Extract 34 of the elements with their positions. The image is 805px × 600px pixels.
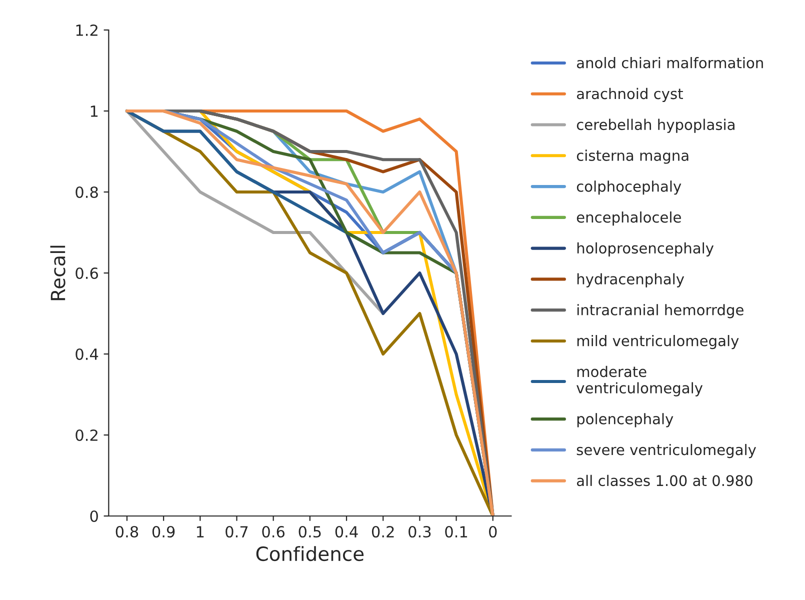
x-tick-label: 0.6: [262, 526, 285, 538]
legend-label: moderate ventriculomegaly: [576, 366, 703, 396]
x-tick-label: 0.3: [408, 526, 431, 538]
legend-label: arachnoid cyst: [576, 88, 683, 102]
y-tick-label: 0.2: [76, 429, 98, 442]
x-axis-title: Confidence: [256, 546, 364, 562]
legend-label: mild ventriculomegaly: [577, 334, 739, 350]
y-tick-label: 0.4: [76, 348, 98, 360]
x-tick-label: 0: [489, 526, 497, 538]
x-tick-label: 0.2: [372, 526, 394, 538]
x-tick-label: 1: [196, 526, 204, 538]
x-tick-label: 0.9: [152, 526, 175, 538]
y-tick-label: 1.2: [76, 24, 98, 36]
y-tick-label: 0.8: [76, 186, 98, 198]
legend-label: intracranial hemorrdge: [577, 304, 744, 318]
x-tick-label: 0.1: [445, 526, 468, 538]
legend-label: cerebellah hypoplasia: [576, 118, 734, 133]
legend-label: encephalocele: [576, 211, 681, 226]
legend-label: cisterna magna: [576, 150, 688, 164]
y-tick-label: 0: [90, 510, 98, 522]
legend-label: hydracenphaly: [577, 273, 684, 288]
y-axis-title: Recall: [50, 246, 66, 300]
x-tick-label: 0.4: [335, 526, 358, 538]
legend-label: severe ventriculomegaly: [576, 444, 756, 458]
x-tick-label: 0.5: [298, 526, 321, 538]
legend-label: holoprosencephaly: [577, 242, 714, 256]
legend-label: anold chiari malformation: [576, 57, 763, 68]
y-tick-label: 1: [90, 106, 98, 117]
x-tick-label: 0.8: [116, 526, 138, 538]
legend-label: colphocephaly: [576, 180, 682, 195]
legend-label: polencephaly: [577, 413, 674, 428]
y-tick-label: 0.6: [76, 267, 98, 280]
x-tick-label: 0.7: [226, 526, 248, 538]
legend-label: all classes 1.00 at 0.980: [576, 474, 752, 486]
